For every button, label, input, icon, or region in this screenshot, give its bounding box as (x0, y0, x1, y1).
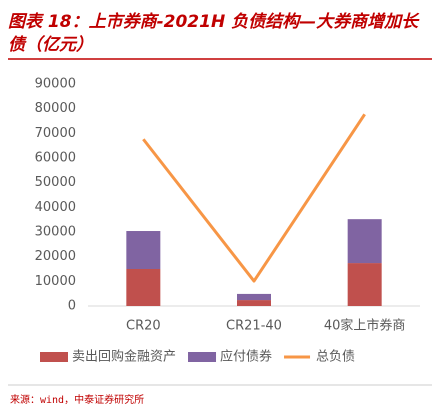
x-tick-label: CR20 (126, 319, 161, 334)
legend-label: 总负债 (316, 350, 355, 365)
y-tick-label: 0 (68, 299, 76, 314)
chart-title: 债（亿元） (8, 35, 93, 55)
bar (126, 231, 161, 269)
y-tick-label: 70000 (35, 126, 76, 141)
bar (347, 219, 382, 264)
x-tick-label: 40家上市券商 (324, 318, 406, 334)
bar (347, 263, 382, 306)
legend-label: 卖出回购金融资产 (72, 349, 176, 365)
bar (126, 269, 161, 306)
bar (237, 300, 271, 306)
legend-swatch (40, 352, 68, 362)
x-tick-label: CR21-40 (226, 319, 282, 334)
y-tick-label: 60000 (35, 151, 76, 166)
y-tick-label: 80000 (35, 101, 76, 116)
y-tick-label: 50000 (35, 175, 76, 190)
y-tick-label: 20000 (35, 249, 76, 264)
y-tick-label: 40000 (35, 200, 76, 215)
y-tick-label: 30000 (35, 225, 76, 240)
line (142, 113, 366, 283)
y-tick-label: 90000 (35, 77, 76, 92)
chart-title: 图表 18：上市券商-2021H 负债结构—大券商增加长 (8, 12, 420, 32)
bar (237, 293, 271, 301)
y-tick-label: 10000 (35, 274, 76, 289)
legend-label: 应付债券 (220, 349, 272, 365)
legend-swatch (188, 352, 217, 362)
source: 来源：wind，中泰证券研究所 (10, 393, 144, 406)
